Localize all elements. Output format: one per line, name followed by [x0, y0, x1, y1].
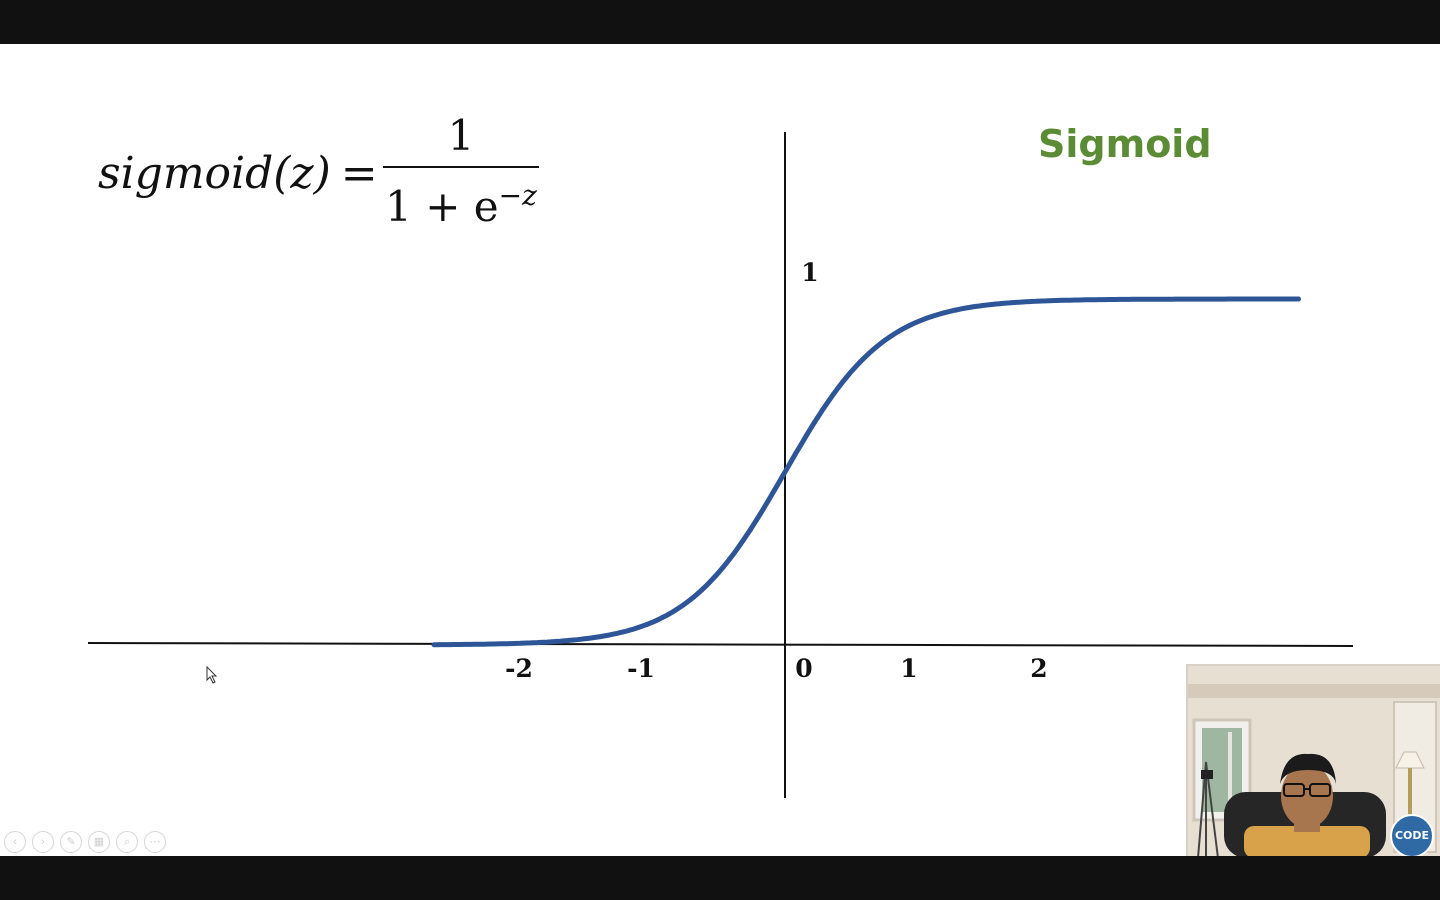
fraction-bar [383, 166, 539, 168]
slideshow-controls: ‹ › ✎ ▦ ⌕ ⋯ [4, 831, 166, 853]
x-tick-label: -1 [627, 654, 655, 683]
more-options-icon[interactable]: ⋯ [144, 831, 166, 853]
presentation-slide: sigmoid(z) = 1 1 + e−z Sigmoid -2 -1 0 1 2 1 ‹… [0, 44, 1440, 856]
pen-icon[interactable]: ✎ [60, 831, 82, 853]
sigmoid-curve [431, 296, 1301, 648]
x-tick-label: -2 [505, 654, 533, 683]
denominator-base: 1 + e [385, 182, 499, 231]
see-all-slides-icon[interactable]: ▦ [88, 831, 110, 853]
bottom-letterbox [0, 856, 1440, 900]
slide-title: Sigmoid [1038, 122, 1212, 166]
codebasics-logo: CODE [1390, 814, 1434, 856]
formula-fraction: 1 1 + e−z [383, 112, 539, 231]
formula-numerator: 1 [447, 111, 475, 160]
x-tick-label: 2 [1030, 654, 1047, 683]
x-axis [87, 642, 1354, 647]
previous-slide-icon[interactable]: ‹ [4, 831, 26, 853]
formula-denominator: 1 + e−z [383, 172, 539, 231]
denominator-exponent: −z [498, 179, 537, 212]
formula-lhs: sigmoid(z) [98, 148, 331, 199]
next-slide-icon[interactable]: › [32, 831, 54, 853]
x-tick-label: 0 [795, 654, 812, 683]
y-tick-label: 1 [801, 258, 818, 287]
zoom-icon[interactable]: ⌕ [116, 831, 138, 853]
x-tick-label: 1 [900, 654, 917, 683]
mouse-cursor-icon [206, 665, 218, 689]
presenter-webcam: CODE [1186, 664, 1440, 856]
formula-equals: = [340, 148, 378, 199]
sigmoid-chart: -2 -1 0 1 2 1 [87, 132, 1354, 798]
top-letterbox [0, 0, 1440, 44]
